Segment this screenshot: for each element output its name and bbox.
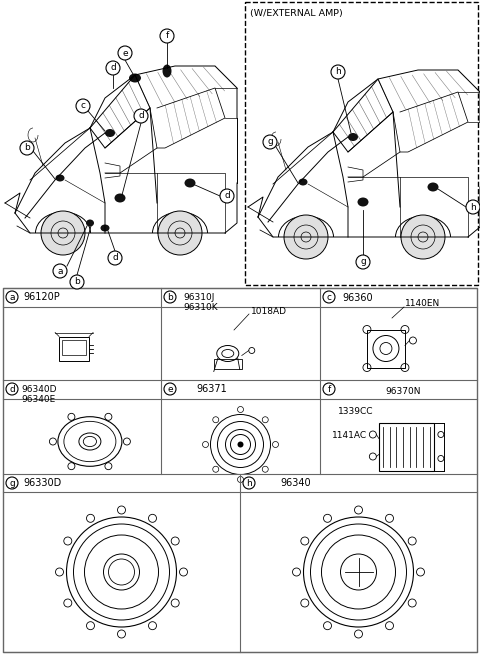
Circle shape [20, 141, 34, 155]
Text: 1018AD: 1018AD [251, 306, 287, 316]
Circle shape [6, 291, 18, 303]
Text: f: f [327, 384, 331, 394]
Ellipse shape [86, 220, 94, 226]
Ellipse shape [56, 174, 64, 182]
Text: a: a [9, 293, 15, 302]
Text: e: e [167, 384, 173, 394]
Ellipse shape [184, 178, 195, 188]
Circle shape [76, 99, 90, 113]
Text: f: f [166, 31, 168, 41]
Ellipse shape [299, 178, 308, 186]
Circle shape [401, 215, 445, 259]
Circle shape [164, 383, 176, 395]
Circle shape [331, 65, 345, 79]
Text: a: a [57, 266, 63, 276]
Ellipse shape [358, 197, 369, 207]
Text: 96330D: 96330D [23, 478, 61, 488]
Ellipse shape [163, 64, 171, 77]
Ellipse shape [105, 129, 115, 137]
Text: 1141AC: 1141AC [332, 432, 367, 440]
Text: d: d [110, 64, 116, 73]
Text: d: d [224, 192, 230, 201]
Circle shape [158, 211, 202, 255]
Text: g: g [360, 258, 366, 266]
Text: c: c [81, 102, 85, 110]
Circle shape [284, 215, 328, 259]
Text: 96371: 96371 [196, 384, 227, 394]
Ellipse shape [100, 224, 109, 232]
Circle shape [466, 200, 480, 214]
Circle shape [53, 264, 67, 278]
Circle shape [160, 29, 174, 43]
Circle shape [41, 211, 85, 255]
Text: b: b [24, 144, 30, 152]
Text: h: h [470, 203, 476, 211]
Text: d: d [138, 112, 144, 121]
Ellipse shape [428, 182, 439, 192]
Circle shape [164, 291, 176, 303]
Text: 96340D: 96340D [21, 386, 57, 394]
Text: 1339CC: 1339CC [338, 407, 373, 417]
Circle shape [108, 251, 122, 265]
Text: (W/EXTERNAL AMP): (W/EXTERNAL AMP) [250, 9, 343, 18]
Text: h: h [246, 478, 252, 487]
Ellipse shape [115, 194, 125, 203]
Circle shape [323, 383, 335, 395]
Circle shape [356, 255, 370, 269]
Text: d: d [112, 253, 118, 262]
Circle shape [6, 383, 18, 395]
Text: e: e [122, 49, 128, 58]
Text: d: d [9, 384, 15, 394]
Circle shape [118, 46, 132, 60]
Text: 96370N: 96370N [385, 386, 420, 396]
Circle shape [106, 61, 120, 75]
Text: 96310K: 96310K [183, 304, 217, 312]
Text: c: c [326, 293, 332, 302]
Circle shape [323, 291, 335, 303]
Circle shape [238, 441, 243, 447]
Text: 96340: 96340 [280, 478, 311, 488]
Text: 96120P: 96120P [23, 292, 60, 302]
Text: 96360: 96360 [342, 293, 372, 303]
Text: b: b [74, 277, 80, 287]
Text: 96310J: 96310J [183, 293, 215, 302]
Ellipse shape [348, 133, 358, 141]
Circle shape [6, 477, 18, 489]
Text: g: g [9, 478, 15, 487]
Text: 96340E: 96340E [21, 396, 55, 405]
Circle shape [134, 109, 148, 123]
Text: h: h [335, 68, 341, 77]
Ellipse shape [129, 73, 141, 83]
Circle shape [70, 275, 84, 289]
Circle shape [220, 189, 234, 203]
Text: b: b [167, 293, 173, 302]
Circle shape [243, 477, 255, 489]
Text: g: g [267, 138, 273, 146]
Circle shape [263, 135, 277, 149]
Text: 1140EN: 1140EN [405, 300, 440, 308]
